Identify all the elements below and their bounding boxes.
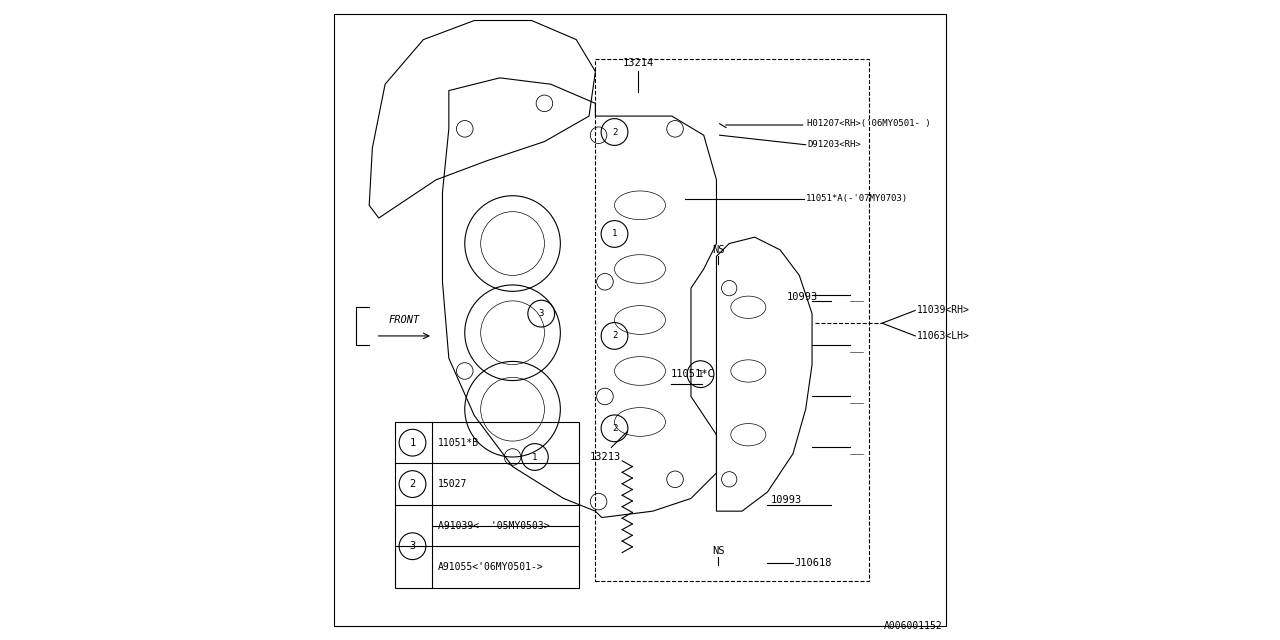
Text: 1: 1 [410, 438, 416, 447]
Text: A91039< -'05MY0503>: A91039< -'05MY0503> [438, 520, 549, 531]
Text: 2: 2 [410, 479, 416, 489]
Text: 13213: 13213 [589, 452, 621, 462]
Text: 11039<RH>: 11039<RH> [918, 305, 970, 316]
Text: A006001152: A006001152 [884, 621, 942, 631]
Text: 3: 3 [410, 541, 416, 551]
Text: 11063<LH>: 11063<LH> [918, 331, 970, 341]
Text: 10993: 10993 [771, 495, 801, 505]
Text: 11051*C: 11051*C [671, 369, 714, 379]
Text: 1: 1 [698, 370, 703, 379]
Text: 2: 2 [612, 127, 617, 136]
Bar [595, 59, 869, 581]
Text: H01207<RH>('06MY0501- ): H01207<RH>('06MY0501- ) [806, 119, 931, 128]
Text: 10993: 10993 [787, 292, 818, 302]
Text: 15027: 15027 [438, 479, 467, 489]
Text: 1: 1 [612, 230, 617, 239]
Text: NS: NS [712, 245, 724, 255]
Text: 1: 1 [532, 452, 538, 461]
Text: 2: 2 [612, 424, 617, 433]
Text: A91055<'06MY0501->: A91055<'06MY0501-> [438, 562, 544, 572]
Text: J10618: J10618 [794, 559, 832, 568]
Text: FRONT: FRONT [389, 315, 420, 325]
Text: 11051*A(-'07MY0703): 11051*A(-'07MY0703) [805, 195, 908, 204]
Bar [394, 422, 580, 588]
Text: 2: 2 [612, 332, 617, 340]
Text: NS: NS [712, 546, 724, 556]
Text: 13214: 13214 [622, 58, 654, 68]
Text: 11051*B: 11051*B [438, 438, 479, 447]
Text: D91203<RH>: D91203<RH> [806, 140, 860, 149]
Text: 3: 3 [539, 309, 544, 318]
